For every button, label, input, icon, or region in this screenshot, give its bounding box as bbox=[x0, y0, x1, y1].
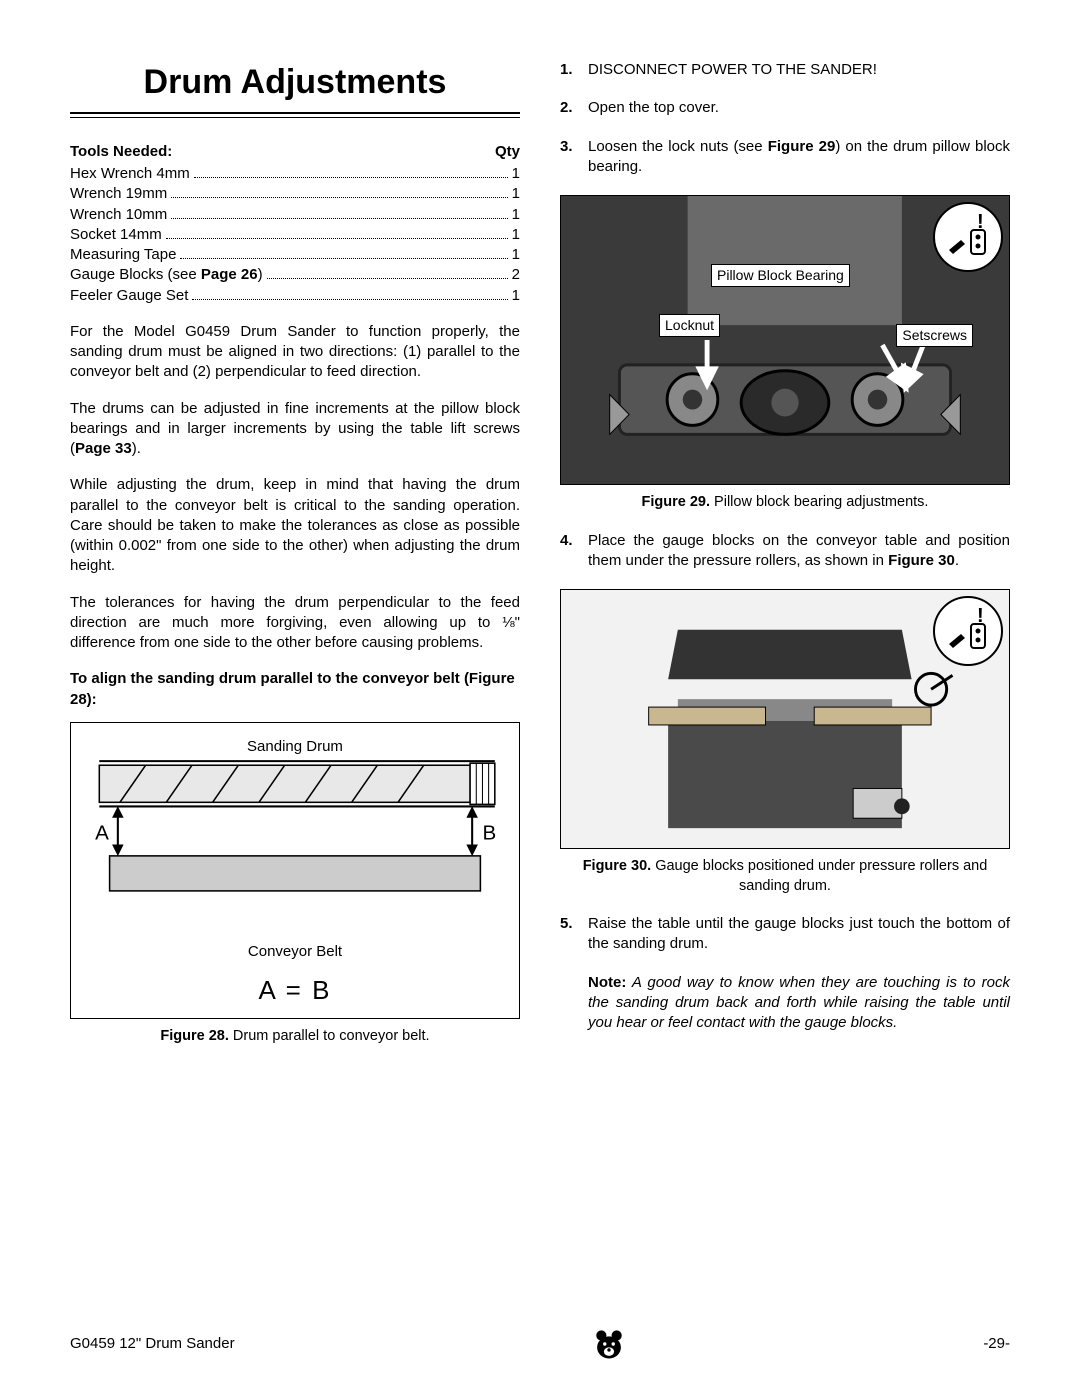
tool-row: Gauge Blocks (see Page 26) 2 bbox=[70, 265, 520, 285]
callout-pillow-block: Pillow Block Bearing bbox=[711, 264, 850, 287]
tool-qty: 1 bbox=[512, 184, 520, 204]
step-4: 4.Place the gauge blocks on the conveyor… bbox=[560, 531, 1010, 572]
tool-row: Wrench 19mm 1 bbox=[70, 184, 520, 204]
tool-name: Socket 14mm bbox=[70, 225, 162, 245]
tool-row: Hex Wrench 4mm 1 bbox=[70, 164, 520, 184]
procedure-heading: To align the sanding drum parallel to th… bbox=[70, 669, 520, 710]
step-5: 5.Raise the table until the gauge blocks… bbox=[560, 914, 1010, 955]
step-2: 2.Open the top cover. bbox=[560, 98, 1010, 118]
figure-29-photo: Pillow Block Bearing Locknut Setscrews ! bbox=[560, 195, 1010, 485]
tool-name: Wrench 19mm bbox=[70, 184, 167, 204]
tool-name: Wrench 10mm bbox=[70, 205, 167, 225]
footer-model: G0459 12" Drum Sander bbox=[70, 1334, 235, 1354]
tools-header: Tools Needed: Qty bbox=[70, 142, 520, 162]
bear-logo-icon bbox=[592, 1327, 626, 1361]
body-para: The tolerances for having the drum perpe… bbox=[70, 593, 520, 654]
body-para: For the Model G0459 Drum Sander to funct… bbox=[70, 322, 520, 383]
rule-top bbox=[70, 112, 520, 114]
tools-label: Tools Needed: bbox=[70, 142, 172, 162]
tool-row: Measuring Tape 1 bbox=[70, 245, 520, 265]
unplug-warning-icon: ! bbox=[933, 202, 1003, 272]
unplug-warning-icon: ! bbox=[933, 596, 1003, 666]
step-1: 1.DISCONNECT POWER TO THE SANDER! bbox=[560, 60, 1010, 80]
page-footer: G0459 12" Drum Sander -29- bbox=[70, 1327, 1010, 1361]
footer-page: -29- bbox=[983, 1334, 1010, 1354]
tool-name: Gauge Blocks (see Page 26) bbox=[70, 265, 263, 285]
step-3: 3.Loosen the lock nuts (see Figure 29) o… bbox=[560, 137, 1010, 178]
fig28-diagram: A B bbox=[89, 757, 501, 932]
tool-name: Feeler Gauge Set bbox=[70, 286, 188, 306]
tool-row: Wrench 10mm 1 bbox=[70, 205, 520, 225]
tool-qty: 1 bbox=[512, 164, 520, 184]
note: Note: A good way to know when they are t… bbox=[588, 973, 1010, 1034]
fig30-caption: Figure 30. Gauge blocks positioned under… bbox=[560, 857, 1010, 896]
tool-qty: 1 bbox=[512, 286, 520, 306]
figure-30-photo: ! bbox=[560, 589, 1010, 849]
tool-qty: 1 bbox=[512, 225, 520, 245]
page-title: Drum Adjustments bbox=[70, 60, 520, 106]
tool-row: Socket 14mm 1 bbox=[70, 225, 520, 245]
fig28-equation: A = B bbox=[89, 973, 501, 1008]
tool-qty: 2 bbox=[512, 265, 520, 285]
tool-name: Measuring Tape bbox=[70, 245, 176, 265]
body-para: The drums can be adjusted in fine increm… bbox=[70, 399, 520, 460]
rule-bottom bbox=[70, 117, 520, 118]
figure-28: Sanding Drum bbox=[70, 722, 520, 1019]
tools-qty-label: Qty bbox=[495, 142, 520, 162]
tool-qty: 1 bbox=[512, 205, 520, 225]
fig28-drum-label: Sanding Drum bbox=[89, 737, 501, 757]
tools-list: Hex Wrench 4mm 1 Wrench 19mm 1 Wrench 10mm… bbox=[70, 164, 520, 306]
tool-qty: 1 bbox=[512, 245, 520, 265]
svg-text:A: A bbox=[95, 822, 109, 845]
callout-locknut: Locknut bbox=[659, 314, 720, 337]
fig28-caption: Figure 28. Drum parallel to conveyor bel… bbox=[70, 1027, 520, 1047]
fig29-caption: Figure 29. Pillow block bearing adjustme… bbox=[560, 493, 1010, 513]
tool-name: Hex Wrench 4mm bbox=[70, 164, 190, 184]
body-para: While adjusting the drum, keep in mind t… bbox=[70, 475, 520, 576]
tool-row: Feeler Gauge Set 1 bbox=[70, 286, 520, 306]
svg-text:B: B bbox=[482, 822, 496, 845]
callout-setscrews: Setscrews bbox=[896, 324, 973, 347]
fig28-belt-label: Conveyor Belt bbox=[89, 942, 501, 962]
